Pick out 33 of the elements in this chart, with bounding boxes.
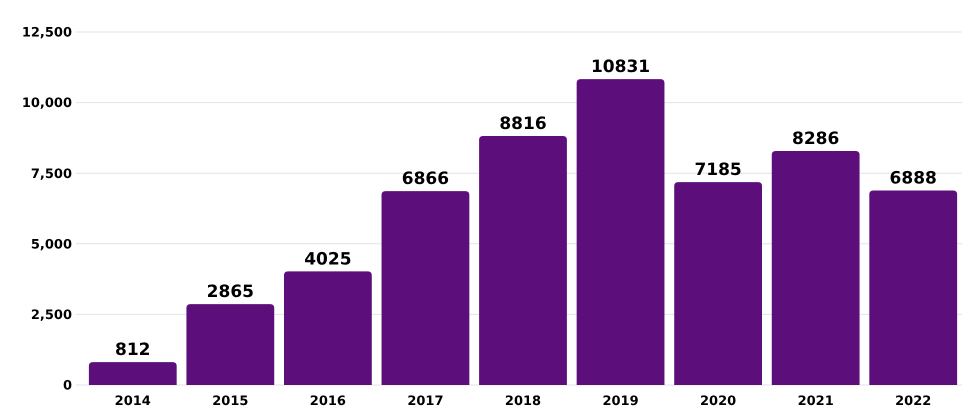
data-label: 812 [115,340,151,360]
x-tick-label: 2018 [504,394,542,409]
data-label: 8286 [792,129,840,150]
x-tick-label: 2019 [602,394,639,409]
data-label: 2865 [206,282,254,302]
x-tick-label: 2021 [798,394,834,409]
y-tick-label: 0 [62,378,72,394]
y-tick-label: 2,500 [30,308,72,323]
x-tick-label: 2020 [700,394,736,409]
data-label: 10831 [590,57,650,78]
bar [674,182,762,385]
bar [88,362,177,385]
y-tick-label: 12,500 [22,26,72,41]
data-label: 7185 [694,160,742,180]
data-label: 6866 [402,169,450,190]
y-tick-label: 7,500 [30,166,72,182]
x-tick-label: 2017 [407,394,444,409]
x-tick-label: 2022 [895,394,932,409]
bar [869,190,958,385]
bar [382,191,470,385]
x-tick-label: 2014 [114,394,151,409]
y-tick-label: 10,000 [22,96,72,112]
data-label: 6888 [890,168,937,188]
bar [284,271,372,385]
x-tick-label: 2016 [310,394,346,409]
data-label: 8816 [499,114,547,134]
bar [772,151,860,385]
data-label: 4025 [304,249,352,270]
y-tick-label: 5,000 [30,237,72,252]
x-tick-label: 2015 [212,394,248,409]
bar [479,136,567,385]
bar [576,79,664,385]
bar [186,304,274,385]
